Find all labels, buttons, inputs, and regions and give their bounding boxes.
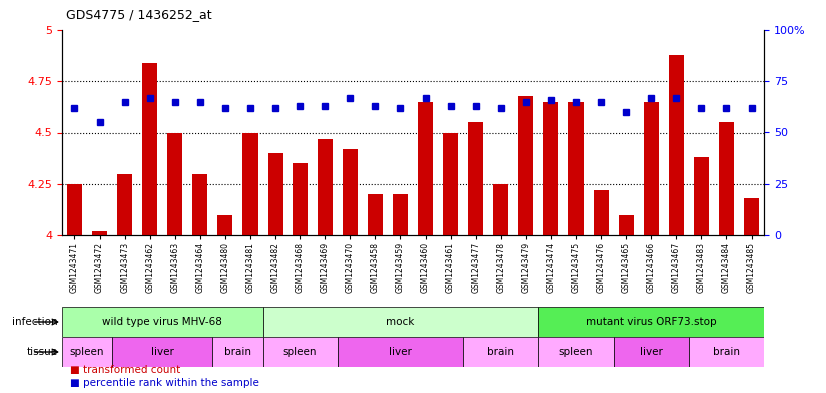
Bar xyxy=(669,55,684,235)
Text: mutant virus ORF73.stop: mutant virus ORF73.stop xyxy=(586,317,716,327)
Bar xyxy=(292,163,307,235)
Text: spleen: spleen xyxy=(69,347,104,357)
Bar xyxy=(643,102,659,235)
Bar xyxy=(212,337,263,367)
Bar xyxy=(368,194,383,235)
Bar xyxy=(519,95,534,235)
Bar xyxy=(463,337,539,367)
Bar xyxy=(112,337,212,367)
Bar xyxy=(614,337,689,367)
Bar xyxy=(539,307,764,337)
Bar xyxy=(167,132,183,235)
Text: liver: liver xyxy=(640,347,662,357)
Bar xyxy=(268,153,282,235)
Text: spleen: spleen xyxy=(558,347,593,357)
Text: infection: infection xyxy=(12,317,58,327)
Bar xyxy=(544,102,558,235)
Bar xyxy=(243,132,258,235)
Bar xyxy=(594,190,609,235)
Bar xyxy=(92,231,107,235)
Bar xyxy=(744,198,759,235)
Bar xyxy=(263,307,539,337)
Text: liver: liver xyxy=(389,347,412,357)
Bar xyxy=(343,149,358,235)
Text: tissue: tissue xyxy=(26,347,58,357)
Bar xyxy=(539,337,614,367)
Bar xyxy=(694,157,709,235)
Text: spleen: spleen xyxy=(283,347,317,357)
Bar xyxy=(217,215,232,235)
Bar xyxy=(318,139,333,235)
Bar xyxy=(67,184,82,235)
Bar xyxy=(117,173,132,235)
Bar xyxy=(418,102,433,235)
Bar xyxy=(719,122,734,235)
Bar xyxy=(62,307,263,337)
Text: mock: mock xyxy=(387,317,415,327)
Text: ■ percentile rank within the sample: ■ percentile rank within the sample xyxy=(70,378,259,387)
Bar xyxy=(263,337,338,367)
Bar xyxy=(689,337,764,367)
Text: brain: brain xyxy=(713,347,740,357)
Bar xyxy=(393,194,408,235)
Bar xyxy=(468,122,483,235)
Bar xyxy=(568,102,583,235)
Text: brain: brain xyxy=(487,347,515,357)
Bar xyxy=(62,337,112,367)
Bar xyxy=(192,173,207,235)
Text: liver: liver xyxy=(151,347,173,357)
Text: ■ transformed count: ■ transformed count xyxy=(70,365,180,375)
Bar xyxy=(142,63,157,235)
Bar xyxy=(493,184,508,235)
Bar xyxy=(338,337,463,367)
Bar xyxy=(619,215,634,235)
Text: brain: brain xyxy=(224,347,251,357)
Bar xyxy=(443,132,458,235)
Text: GDS4775 / 1436252_at: GDS4775 / 1436252_at xyxy=(66,9,211,22)
Text: wild type virus MHV-68: wild type virus MHV-68 xyxy=(102,317,222,327)
